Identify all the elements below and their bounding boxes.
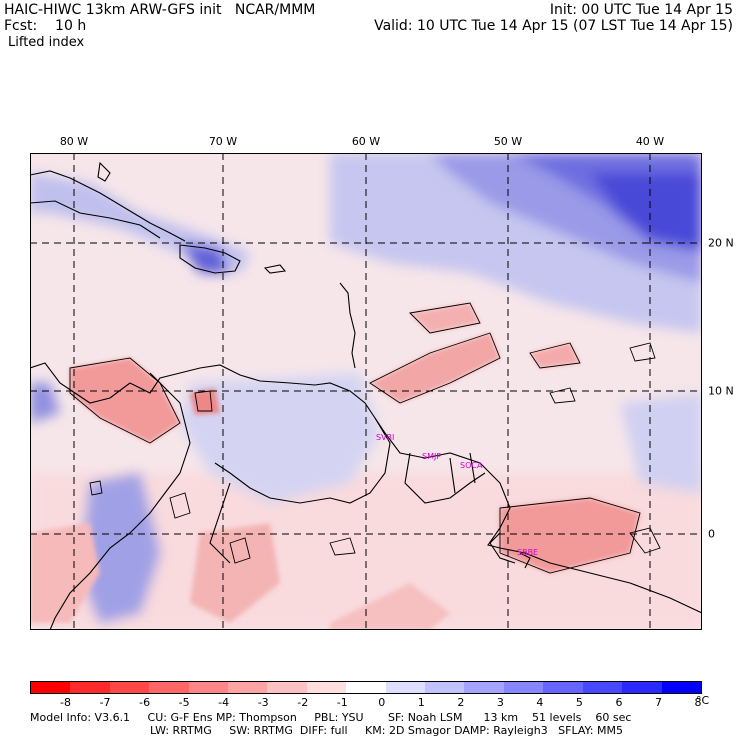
colorbar-tick-label: 3 — [496, 696, 504, 709]
station-smjp: SMJP — [422, 452, 441, 461]
colorbar-segment — [464, 682, 504, 693]
colorbar-tick-label: -5 — [178, 696, 190, 709]
graticule — [30, 153, 702, 630]
lifted-index-map[interactable]: SVBI SMJP SOCA SBBE — [30, 153, 702, 630]
colorbar-segment — [622, 682, 662, 693]
colorbar-segment — [543, 682, 583, 693]
colorbar-tick-label: -1 — [336, 696, 348, 709]
colorbar-tick-label: 1 — [417, 696, 425, 709]
station-soca: SOCA — [460, 461, 483, 470]
coastlines — [30, 161, 702, 630]
lon-label-50w: 50 W — [493, 135, 523, 148]
station-sbbe: SBBE — [517, 548, 538, 557]
colorbar-segment — [31, 682, 71, 693]
field-name: Lifted index — [8, 35, 85, 50]
colorbar-tick-label: -7 — [99, 696, 111, 709]
colorbar-tick-label: 8 — [694, 696, 702, 709]
contour-lines — [69, 302, 661, 574]
station-svbi: SVBI — [376, 433, 394, 442]
lon-label-70w: 70 W — [208, 135, 238, 148]
colorbar-unit: °C — [696, 694, 710, 707]
colorbar-segment — [661, 682, 701, 693]
map-canvas: SVBI SMJP SOCA SBBE — [30, 153, 702, 630]
colorbar-segment — [306, 682, 347, 693]
colorbar-segment — [188, 682, 229, 693]
map-frame — [30, 153, 702, 630]
lon-label-80w: 80 W — [59, 135, 89, 148]
colorbar-tick-label: 6 — [615, 696, 623, 709]
valid-time: Valid: 10 UTC Tue 14 Apr 15 (07 LST Tue … — [374, 18, 733, 34]
colorbar-segment — [70, 682, 110, 693]
colorbar-ticks: -8 -7 -6 -5 -4 -3 -2 -1 0 1 2 3 4 5 6 7 8 — [30, 696, 702, 710]
model-info-line2: LW: RRTMG SW: RRTMG DIFF: full KM: 2D Sm… — [150, 724, 623, 737]
colorbar-segment — [582, 682, 623, 693]
lat-label-20n: 20 N — [708, 236, 734, 250]
model-info-line1: Model Info: V3.6.1 CU: G-F Ens MP: Thomp… — [30, 711, 632, 724]
station-labels: SVBI SMJP SOCA SBBE — [376, 433, 538, 557]
colorbar-tick-label: -4 — [218, 696, 230, 709]
forecast-hour: Fcst: 10 h — [4, 18, 87, 34]
lat-label-10n: 10 N — [708, 384, 734, 398]
colorbar-tick-label: 7 — [654, 696, 662, 709]
colorbar-tick-label: -8 — [60, 696, 71, 709]
colorbar-segment — [149, 682, 189, 693]
colorbar-segment — [503, 682, 544, 693]
init-time: Init: 00 UTC Tue 14 Apr 15 — [549, 2, 733, 18]
lon-label-60w: 60 W — [351, 135, 381, 148]
colorbar-tick-label: 0 — [378, 696, 386, 709]
lon-label-40w: 40 W — [635, 135, 665, 148]
colorbar-tick-label: 2 — [457, 696, 465, 709]
colorbar-segment — [425, 682, 465, 693]
colorbar-segment — [385, 682, 426, 693]
colorbar-tick-label: -2 — [297, 696, 309, 709]
colorbar-tick-label: -3 — [257, 696, 269, 709]
colorbar-tick-label: -6 — [139, 696, 151, 709]
model-title: HAIC-HIWC 13km ARW-GFS init NCAR/MMM — [4, 2, 316, 18]
colorbar-segment — [346, 682, 386, 693]
colorbar — [30, 681, 702, 694]
lat-label-0: 0 — [708, 527, 715, 541]
colorbar-segment — [267, 682, 307, 693]
colorbar-segment — [109, 682, 150, 693]
colorbar-segment — [228, 682, 268, 693]
colorbar-tick-label: 4 — [536, 696, 544, 709]
colorbar-tick-label: 5 — [575, 696, 583, 709]
